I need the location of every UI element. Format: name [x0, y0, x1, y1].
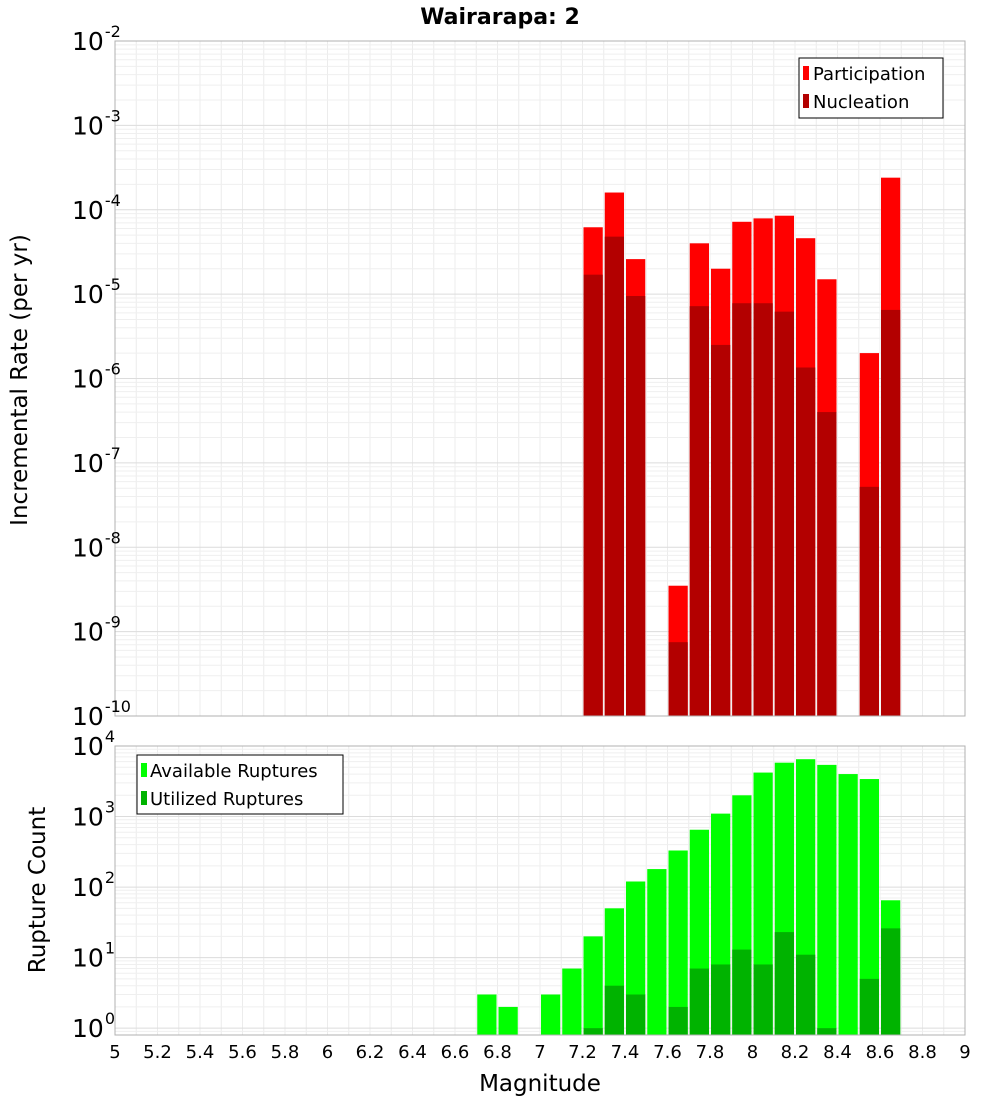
- rate-y-tick-label: 10-10: [72, 697, 131, 731]
- x-tick-label: 5.6: [228, 1042, 257, 1063]
- rate-y-tick-label: 10-7: [72, 444, 121, 478]
- x-tick-label: 6.8: [483, 1042, 512, 1063]
- x-tick-label: 7.2: [568, 1042, 597, 1063]
- count-bar-utilized-ruptures: [711, 964, 731, 1035]
- rate-bar-nucleation: [689, 306, 709, 716]
- count-bar-available-ruptures: [498, 1006, 518, 1035]
- rate-plot-y-label: Incremental Rate (per yr): [7, 234, 33, 526]
- x-tick-label: 6: [322, 1042, 333, 1063]
- count-bar-available-ruptures: [477, 994, 497, 1035]
- rate-bar-nucleation: [817, 412, 837, 716]
- rate-plot-legend: Participation Nucleation: [798, 57, 944, 119]
- x-axis-label: Magnitude: [479, 1071, 601, 1097]
- x-tick-label: 5.8: [271, 1042, 300, 1063]
- count-legend-box: [136, 754, 344, 815]
- count-y-tick-label: 104: [72, 727, 115, 761]
- x-tick-label: 7.6: [653, 1042, 682, 1063]
- count-plot-frame: [114, 745, 966, 1036]
- x-tick-label: 8.8: [908, 1042, 937, 1063]
- available-legend-label: Available Ruptures: [150, 761, 318, 782]
- count-y-tick-label: 102: [72, 868, 115, 902]
- rate-plot-frame: [114, 40, 966, 717]
- count-y-tick-label: 103: [72, 798, 115, 832]
- rate-y-tick-label: 10-2: [72, 22, 121, 56]
- count-bar-utilized-ruptures: [881, 928, 901, 1035]
- x-tick-label: 7.4: [611, 1042, 640, 1063]
- chart-title: Wairarapa: 2: [420, 5, 580, 30]
- x-tick-label: 8.4: [823, 1042, 852, 1063]
- count-plot-bars: [477, 759, 901, 1035]
- rate-bar-nucleation: [604, 236, 624, 716]
- rate-bar-nucleation: [732, 303, 752, 716]
- count-plot-y-label: Rupture Count: [25, 807, 51, 973]
- x-tick-label: 8: [747, 1042, 758, 1063]
- participation-legend-swatch: [803, 66, 809, 80]
- participation-legend-label: Participation: [813, 64, 925, 85]
- rate-y-tick-label: 10-6: [72, 360, 121, 394]
- rate-plot-y-ticks: 10-10 10-9 10-8 10-7 10-6 10-5 10-4 10-3 10-2: [72, 22, 131, 731]
- rate-y-tick-label: 10-8: [72, 528, 121, 562]
- rate-y-tick-label: 10-9: [72, 613, 121, 647]
- count-bar-utilized-ruptures: [817, 1028, 837, 1035]
- x-tick-label: 6.4: [398, 1042, 427, 1063]
- rate-bar-nucleation: [859, 486, 879, 716]
- utilized-legend-label: Utilized Ruptures: [150, 789, 303, 810]
- count-bar-available-ruptures: [647, 869, 667, 1035]
- count-bar-utilized-ruptures: [753, 964, 773, 1035]
- count-bar-available-ruptures: [562, 968, 582, 1035]
- count-plot: 100 101 102 103 104 5 5.2 5.4 5.6 5.8 6 6.2 6.4 6.6 6…: [25, 727, 971, 1097]
- nucleation-legend-label: Nucleation: [813, 92, 909, 113]
- rate-y-tick-label: 10-4: [72, 191, 121, 225]
- rate-bar-nucleation: [626, 296, 646, 716]
- rate-bar-nucleation: [583, 274, 603, 716]
- available-legend-swatch: [141, 763, 147, 777]
- rate-plot: 10-10 10-9 10-8 10-7 10-6 10-5 10-4 10-3 10-2 In…: [7, 22, 966, 731]
- rate-bar-nucleation: [668, 642, 688, 716]
- x-tick-label: 6.6: [441, 1042, 470, 1063]
- rate-plot-bars: [583, 177, 901, 717]
- count-plot-y-ticks: 100 101 102 103 104: [72, 727, 115, 1043]
- count-bar-available-ruptures: [668, 850, 688, 1035]
- x-tick-label: 8.2: [781, 1042, 810, 1063]
- x-tick-label: 5.2: [143, 1042, 172, 1063]
- count-bar-available-ruptures: [859, 779, 879, 1035]
- count-plot-x-ticks: 5 5.2 5.4 5.6 5.8 6 6.2 6.4 6.6 6.8 7 7.2 7.4 7.6 7.8 8…: [109, 1042, 970, 1063]
- count-bar-available-ruptures: [817, 764, 837, 1035]
- x-tick-label: 5: [109, 1042, 120, 1063]
- count-bar-utilized-ruptures: [732, 949, 752, 1035]
- count-bar-utilized-ruptures: [689, 968, 709, 1035]
- rate-bar-nucleation: [774, 311, 794, 716]
- count-bar-utilized-ruptures: [859, 978, 879, 1035]
- rate-bar-nucleation: [711, 344, 731, 716]
- count-bar-available-ruptures: [583, 936, 603, 1035]
- count-bar-utilized-ruptures: [774, 932, 794, 1035]
- count-bar-utilized-ruptures: [668, 1006, 688, 1035]
- utilized-legend-swatch: [141, 791, 147, 805]
- x-tick-label: 6.2: [356, 1042, 385, 1063]
- count-bar-utilized-ruptures: [604, 985, 624, 1035]
- x-tick-label: 9: [959, 1042, 970, 1063]
- rate-bar-nucleation: [753, 303, 773, 716]
- count-bar-utilized-ruptures: [626, 994, 646, 1035]
- rate-bar-nucleation: [796, 367, 816, 716]
- rate-plot-grid: [115, 41, 965, 717]
- count-bar-utilized-ruptures: [583, 1028, 603, 1035]
- rate-legend-box: [798, 57, 944, 119]
- x-tick-label: 7.8: [696, 1042, 725, 1063]
- x-tick-label: 7: [534, 1042, 545, 1063]
- count-bar-available-ruptures: [838, 774, 858, 1035]
- rate-y-tick-label: 10-3: [72, 106, 121, 140]
- x-tick-label: 5.4: [186, 1042, 215, 1063]
- x-tick-label: 8.6: [866, 1042, 895, 1063]
- count-bar-utilized-ruptures: [796, 954, 816, 1035]
- rate-bar-nucleation: [881, 309, 901, 716]
- count-y-tick-label: 101: [72, 939, 115, 973]
- nucleation-legend-swatch: [803, 94, 809, 108]
- count-bar-available-ruptures: [541, 994, 561, 1035]
- count-y-tick-label: 100: [72, 1009, 115, 1043]
- count-plot-legend: Available Ruptures Utilized Ruptures: [136, 754, 344, 815]
- rate-y-tick-label: 10-5: [72, 275, 121, 309]
